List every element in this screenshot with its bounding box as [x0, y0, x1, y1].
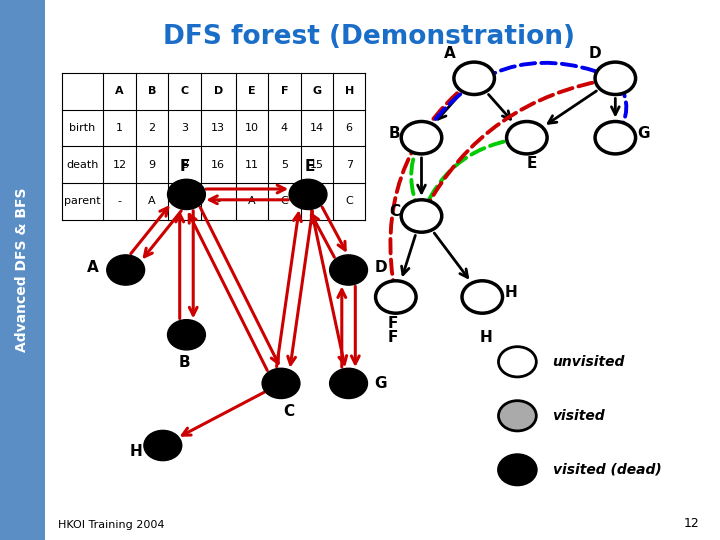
Text: 12: 12	[112, 160, 127, 170]
Text: 10: 10	[245, 123, 259, 133]
Text: C: C	[389, 204, 400, 219]
Text: E: E	[527, 156, 537, 171]
Text: E: E	[305, 159, 315, 174]
Text: B: B	[148, 86, 156, 96]
Text: C: C	[346, 197, 353, 206]
Text: A: A	[248, 197, 256, 206]
Text: D: D	[374, 260, 387, 275]
Text: F: F	[387, 330, 397, 345]
Text: F: F	[387, 316, 397, 332]
Circle shape	[262, 368, 300, 399]
Text: -: -	[117, 197, 122, 206]
Text: parent: parent	[64, 197, 101, 206]
Text: 1: 1	[116, 123, 123, 133]
Circle shape	[168, 320, 205, 350]
Text: G: G	[637, 126, 650, 141]
Circle shape	[595, 62, 636, 94]
Text: DFS forest (Demonstration): DFS forest (Demonstration)	[163, 24, 575, 50]
Text: C: C	[284, 404, 294, 419]
Text: birth: birth	[69, 123, 96, 133]
Text: 4: 4	[281, 123, 288, 133]
Text: 11: 11	[245, 160, 259, 170]
Text: A: A	[115, 86, 124, 96]
Circle shape	[507, 122, 547, 154]
Circle shape	[401, 122, 442, 154]
Text: F: F	[179, 159, 189, 174]
Text: A: A	[444, 46, 456, 62]
Text: H: H	[480, 330, 492, 345]
Text: F: F	[281, 86, 288, 96]
Circle shape	[107, 255, 145, 285]
Circle shape	[289, 179, 327, 210]
Text: 6: 6	[346, 123, 353, 133]
Text: B: B	[389, 126, 400, 141]
Text: B: B	[179, 355, 190, 370]
Text: G: G	[312, 86, 321, 96]
Text: H: H	[504, 285, 517, 300]
Text: 14: 14	[310, 123, 324, 133]
Text: A: A	[87, 260, 99, 275]
Text: 7: 7	[346, 160, 353, 170]
Text: 12: 12	[684, 517, 700, 530]
Circle shape	[330, 255, 367, 285]
Text: D: D	[214, 86, 222, 96]
Text: H: H	[345, 86, 354, 96]
Text: visited (dead): visited (dead)	[552, 463, 661, 477]
Text: D: D	[589, 46, 601, 62]
Circle shape	[462, 281, 503, 313]
Text: 15: 15	[310, 160, 324, 170]
Circle shape	[330, 368, 367, 399]
Text: B: B	[181, 197, 188, 206]
Text: unvisited: unvisited	[552, 355, 625, 369]
Text: D: D	[312, 197, 321, 206]
Circle shape	[498, 455, 536, 485]
Text: 16: 16	[211, 160, 225, 170]
Text: G: G	[374, 376, 387, 391]
Text: 13: 13	[211, 123, 225, 133]
Text: 3: 3	[181, 123, 188, 133]
Text: A: A	[148, 197, 156, 206]
Circle shape	[144, 430, 181, 461]
Text: C: C	[281, 197, 288, 206]
Circle shape	[401, 200, 442, 232]
Text: death: death	[66, 160, 99, 170]
Text: H: H	[130, 444, 142, 460]
Text: 9: 9	[148, 160, 156, 170]
Text: 5: 5	[281, 160, 288, 170]
Text: HKOI Training 2004: HKOI Training 2004	[58, 520, 165, 530]
Text: E: E	[248, 86, 256, 96]
Text: 8: 8	[181, 160, 188, 170]
Text: 2: 2	[148, 123, 156, 133]
Text: C: C	[181, 86, 189, 96]
Circle shape	[498, 347, 536, 377]
Circle shape	[595, 122, 636, 154]
Circle shape	[498, 401, 536, 431]
Circle shape	[168, 179, 205, 210]
Circle shape	[454, 62, 495, 94]
Text: -: -	[216, 197, 220, 206]
Text: visited: visited	[552, 409, 605, 423]
Text: Advanced DFS & BFS: Advanced DFS & BFS	[15, 188, 30, 352]
Circle shape	[376, 281, 416, 313]
